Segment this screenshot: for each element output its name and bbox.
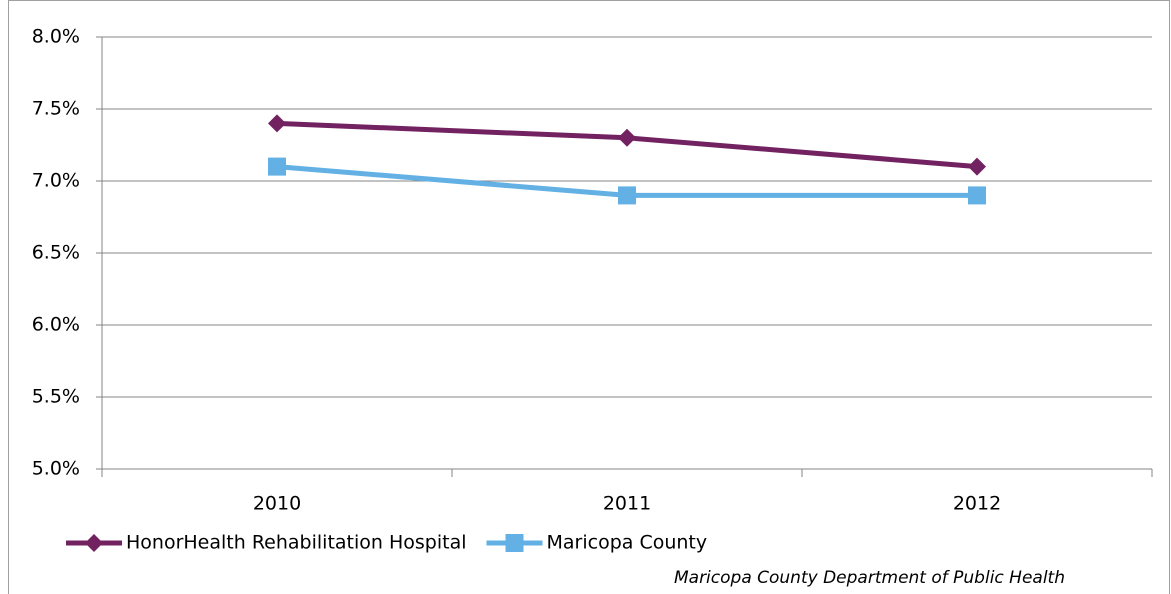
- y-tick-label: 7.5%: [32, 98, 80, 120]
- legend-label: HonorHealth Rehabilitation Hospital: [126, 532, 467, 554]
- annotation: Maricopa County Department of Public Hea…: [674, 568, 1065, 588]
- y-tick-label: 7.0%: [32, 170, 80, 192]
- y-tick-label: 8.0%: [32, 26, 80, 48]
- marker: [268, 114, 286, 133]
- marker: [968, 157, 986, 176]
- y-tick-label: 5.0%: [32, 458, 80, 480]
- x-tick-label: 2010: [253, 493, 301, 515]
- legend-marker: [85, 534, 103, 552]
- y-tick-label: 6.0%: [32, 314, 80, 336]
- legend-marker: [505, 534, 524, 552]
- y-tick-label: 5.5%: [32, 386, 80, 408]
- x-tick-label: 2011: [603, 493, 651, 515]
- marker: [618, 186, 636, 205]
- chart-frame: [8, 0, 1170, 594]
- marker: [968, 186, 986, 205]
- y-tick-label: 6.5%: [32, 242, 80, 264]
- legend-label: Maricopa County: [547, 532, 708, 554]
- marker: [268, 157, 286, 176]
- marker: [618, 128, 636, 147]
- x-tick-label: 2012: [953, 493, 1001, 515]
